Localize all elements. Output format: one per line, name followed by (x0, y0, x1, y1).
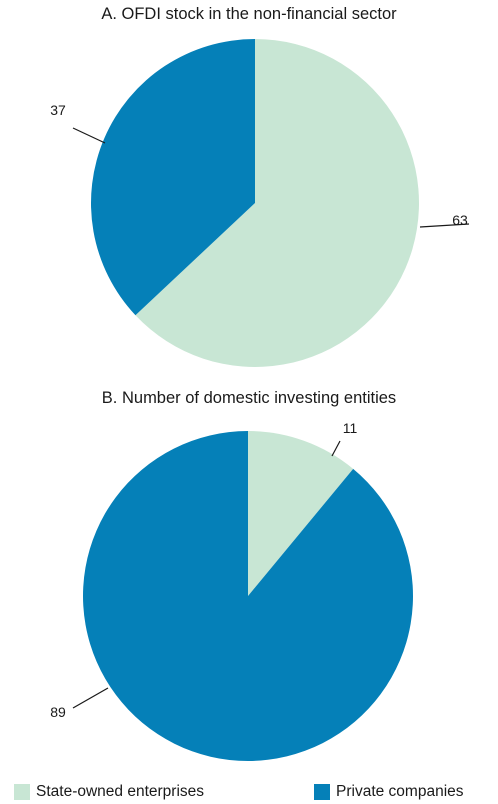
pie-a-slice-private (91, 39, 256, 316)
legend-label-private: Private companies (336, 783, 464, 800)
legend-item-private: Private companies (314, 782, 464, 802)
pie-b-leader-private (72, 687, 109, 709)
pie-a-leader-private (72, 127, 106, 144)
pie-b-value-label-state-owned: 11 (343, 420, 358, 436)
pie-a-slice-state-owned (135, 39, 419, 367)
legend-item-state-owned: State-owned enterprises (14, 782, 204, 802)
pie-charts: 63 37 11 89 (50, 39, 470, 761)
legend-swatch-private (314, 784, 330, 800)
pie-b-value-label-private: 89 (50, 704, 66, 720)
pie-a-value-label-private: 37 (50, 102, 66, 118)
legend-swatch-state-owned (14, 784, 30, 800)
pie-b-slice-state-owned (248, 431, 354, 596)
pie-a-leader-state-owned (419, 223, 470, 228)
chart-title-b: B. Number of domestic investing entities (101, 389, 397, 407)
legend-label-state-owned: State-owned enterprises (36, 783, 205, 800)
pie-b-slice-private (82, 430, 413, 761)
pie-a-value-label-state-owned: 63 (452, 212, 468, 228)
pie-b-leader-state-owned (331, 440, 341, 457)
chart-title-a: A. OFDI stock in the non-financial secto… (101, 5, 397, 23)
